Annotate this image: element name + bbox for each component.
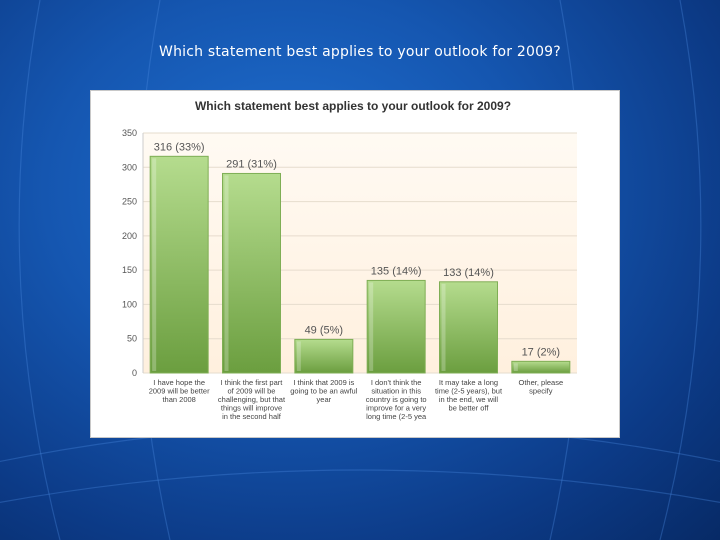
x-tick-label-line: It may take a long <box>439 378 498 387</box>
x-tick-label-line: be better off <box>449 404 490 413</box>
x-tick-label-line: challenging, but that <box>218 395 286 404</box>
data-label: 291 (31%) <box>226 158 277 170</box>
x-tick-label-line: Other, please <box>519 378 564 387</box>
x-tick-label-line: of 2009 will be <box>228 387 276 396</box>
x-tick-label: I think that 2009 is going to be an awful… <box>290 378 357 404</box>
bar <box>439 281 498 374</box>
x-tick-label-line: I think the first part <box>221 378 284 387</box>
plot-area <box>143 133 577 373</box>
bar-highlight <box>369 282 374 371</box>
y-tick-label: 100 <box>122 299 137 309</box>
data-label: 316 (33%) <box>154 141 205 153</box>
x-tick-label-line: going to be an awful <box>290 387 357 396</box>
data-label: 49 (5%) <box>305 324 344 336</box>
bar-highlight <box>296 341 301 371</box>
x-tick-label-line: I don't think the <box>371 378 422 387</box>
x-tick-label-line: in the end, we will <box>439 395 499 404</box>
y-tick-label: 300 <box>122 162 137 172</box>
bar <box>294 338 354 374</box>
chart-title: Which statement best applies to your out… <box>195 99 511 113</box>
x-tick-label: I don't think the situation in this countr… <box>366 378 427 421</box>
bar-highlight <box>441 283 446 371</box>
x-tick-label-line: I have hope the <box>153 378 205 387</box>
data-label: 133 (14%) <box>443 267 494 279</box>
bar <box>222 172 281 374</box>
bar-highlight <box>152 158 157 371</box>
x-tick-label-line: things will improve <box>221 404 282 413</box>
y-tick-label: 200 <box>122 231 137 241</box>
x-tick-label-line: year <box>317 395 332 404</box>
bar <box>511 360 571 374</box>
bar <box>366 279 426 374</box>
x-tick-label-line: situation in this <box>371 387 421 396</box>
data-label: 135 (14%) <box>371 265 422 277</box>
x-tick-label: Other, please specify <box>519 378 564 396</box>
x-tick-label-line: country is going to <box>366 395 427 404</box>
chart-card: Which statement best applies to your out… <box>90 90 620 438</box>
slide-title: Which statement best applies to your out… <box>159 44 561 60</box>
y-tick-label: 350 <box>122 128 137 138</box>
x-tick-label-line: than 2008 <box>162 395 195 404</box>
y-tick-label: 250 <box>122 197 137 207</box>
x-tick-label: I have hope the 2009 will be better than 2… <box>149 378 210 404</box>
x-tick-label-line: 2009 will be better <box>149 387 210 396</box>
bar <box>149 155 209 374</box>
bar-highlight <box>224 175 229 371</box>
y-tick-label: 0 <box>132 368 137 378</box>
x-tick-label: It may take a long time (2-5 years), but i… <box>435 378 503 413</box>
bar-highlight <box>513 363 518 371</box>
x-tick-label: I think the first part of 2009 will be cha… <box>218 378 286 421</box>
x-tick-label-line: long time (2-5 yea <box>366 412 427 421</box>
x-tick-label-line: I think that 2009 is <box>293 378 354 387</box>
y-tick-label: 50 <box>127 334 137 344</box>
x-tick-label-line: improve for a very <box>366 404 426 413</box>
y-tick-label: 150 <box>122 265 137 275</box>
data-label: 17 (2%) <box>522 346 561 358</box>
x-tick-label-line: time (2-5 years), but <box>435 387 503 396</box>
x-tick-label-line: in the second half <box>222 412 282 421</box>
bar-chart: Which statement best applies to your out… <box>122 99 577 421</box>
x-tick-label-line: specify <box>529 387 553 396</box>
